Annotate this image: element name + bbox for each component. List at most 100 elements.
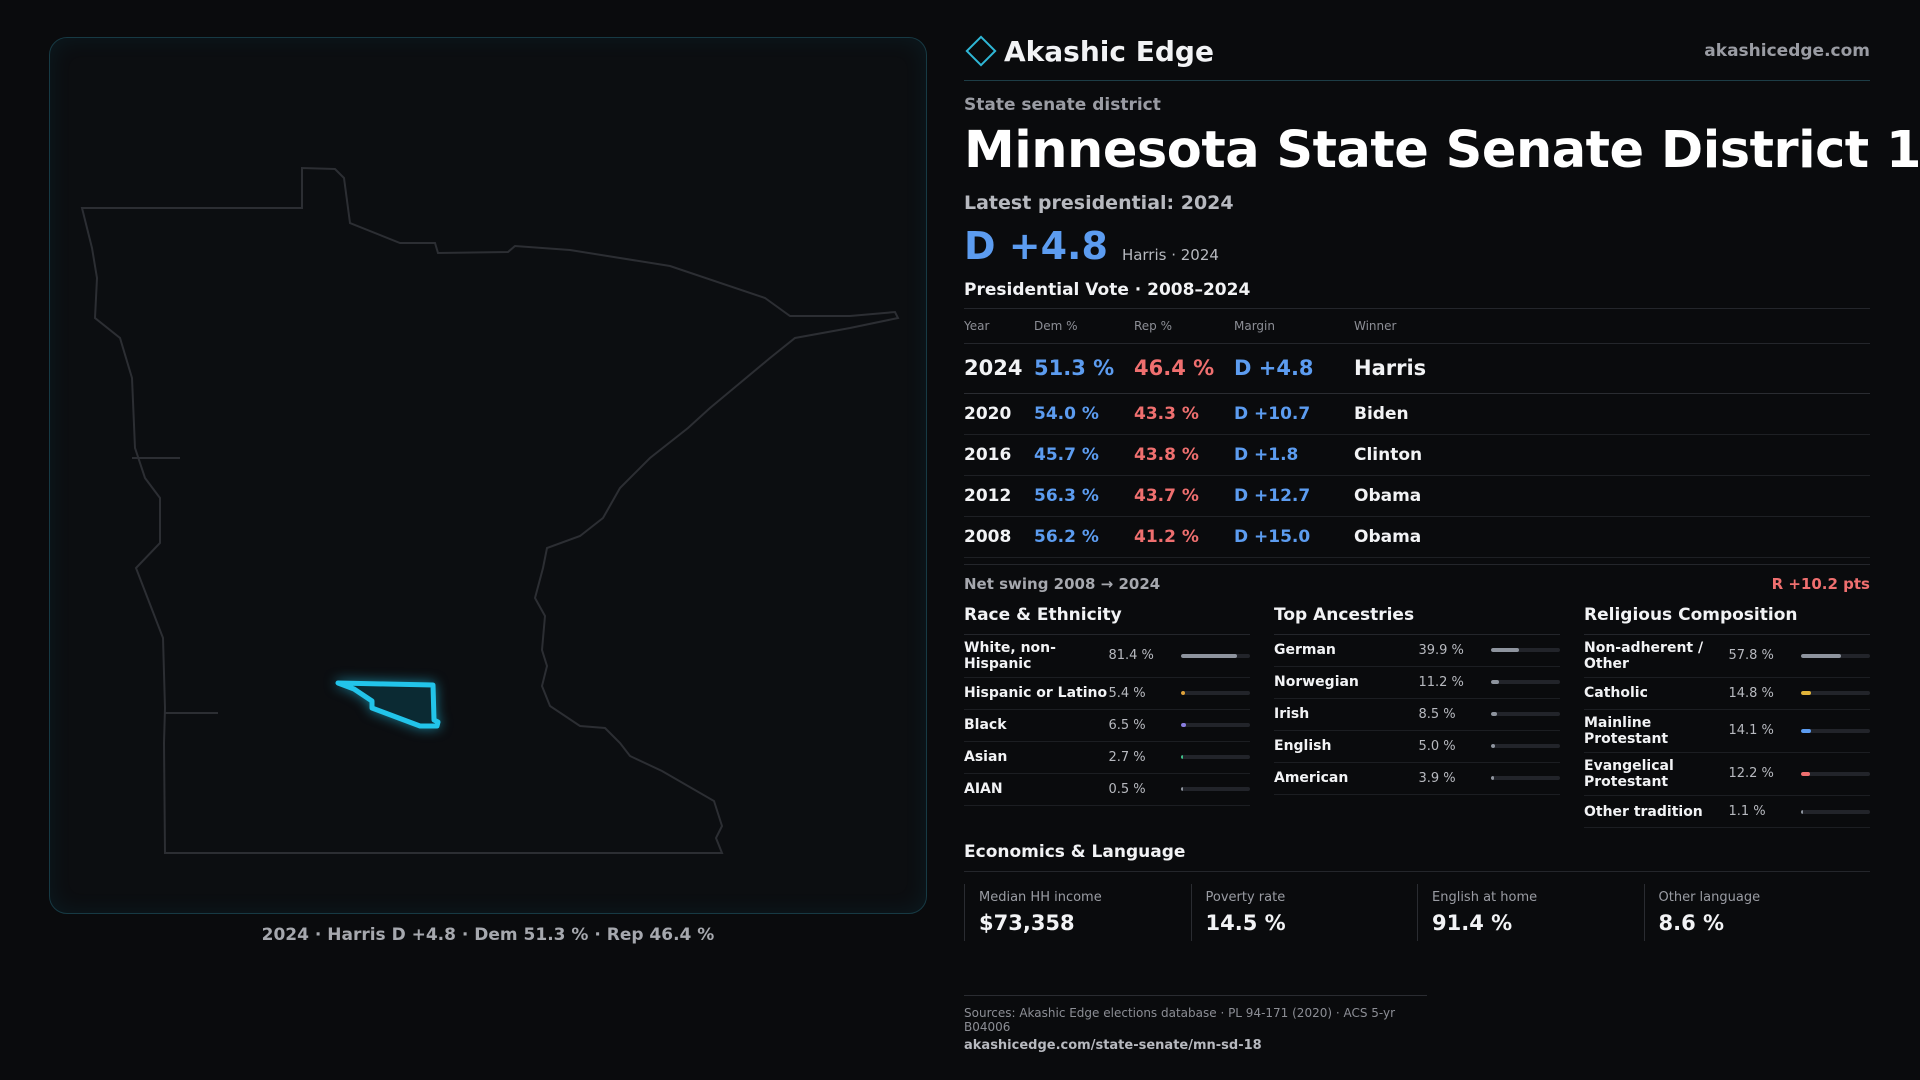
item-label: German (1274, 641, 1336, 658)
share-bar (1181, 755, 1250, 760)
share-bar-fill (1801, 728, 1811, 733)
row-dem: 45.7 % (1034, 434, 1134, 476)
item-label: White, non-Hispanic (964, 639, 1056, 672)
share-bar (1801, 771, 1870, 776)
list-item: Irish 8.5 % (1274, 699, 1560, 731)
item-value: 12.2 % (1728, 766, 1774, 782)
religion-title: Religious Composition (1584, 605, 1870, 635)
share-bar (1801, 809, 1870, 814)
row-margin: D +12.7 (1234, 475, 1354, 517)
share-bar (1181, 723, 1250, 728)
item-value: 39.9 % (1418, 642, 1464, 658)
net-swing-value: R +10.2 pts (1771, 574, 1870, 593)
item-label: Mainline Protestant (1584, 714, 1669, 747)
item-value: 81.4 % (1108, 648, 1154, 664)
share-bar (1181, 653, 1250, 658)
row-year: 2016 (964, 434, 1034, 476)
econ-value: 91.4 % (1432, 911, 1513, 936)
table-row: 2020 54.0 % 43.3 % D +10.7 Biden (964, 393, 1870, 435)
list-item: Norwegian 11.2 % (1274, 667, 1560, 699)
item-label: American (1274, 769, 1349, 786)
net-swing-label: Net swing 2008 → 2024 (964, 574, 1161, 593)
share-bar-fill (1801, 691, 1812, 696)
econ-value: 14.5 % (1205, 911, 1286, 936)
item-label: Norwegian (1274, 673, 1359, 690)
econ-label: Median HH income (979, 890, 1102, 906)
item-value: 5.4 % (1108, 685, 1146, 701)
economics-grid: Median HH income $73,358 Poverty rate 14… (964, 884, 1871, 942)
share-bar-fill (1181, 755, 1184, 760)
vote-table-title: Presidential Vote · 2008–2024 (964, 280, 1870, 309)
item-label: Non-adherent / Other (1584, 639, 1704, 672)
col-rep: Rep % (1134, 309, 1234, 344)
list-item: Black 6.5 % (964, 710, 1250, 742)
list-item: German 39.9 % (1274, 635, 1560, 667)
sources-text: Sources: Akashic Edge elections database… (964, 1006, 1396, 1034)
vote-table: Year Dem % Rep % Margin Winner 2024 51.3… (964, 309, 1870, 558)
brand-url-link[interactable]: akashicedge.com (1704, 41, 1870, 61)
econ-cell-income: Median HH income $73,358 (964, 884, 1191, 942)
list-item: Catholic 14.8 % (1584, 678, 1870, 710)
row-margin: D +15.0 (1234, 516, 1354, 558)
econ-cell-poverty: Poverty rate 14.5 % (1190, 884, 1418, 942)
share-bar-fill (1181, 691, 1185, 696)
item-value: 5.0 % (1418, 738, 1456, 754)
minnesota-outline (80, 166, 900, 854)
district-18-shape[interactable] (335, 680, 441, 729)
col-year: Year (964, 309, 1034, 344)
vote-table-header: Year Dem % Rep % Margin Winner (964, 309, 1870, 344)
share-bar-fill (1491, 648, 1519, 652)
list-item: Evangelical Protestant 12.2 % (1584, 753, 1870, 797)
share-bar (1801, 691, 1870, 696)
map-panel[interactable] (49, 37, 927, 914)
table-row: 2008 56.2 % 41.2 % D +15.0 Obama (964, 516, 1870, 558)
item-label: Catholic (1584, 685, 1648, 702)
row-rep: 43.8 % (1134, 434, 1234, 476)
share-bar (1491, 680, 1560, 684)
row-margin: D +4.8 (1234, 343, 1354, 394)
net-swing-row: Net swing 2008 → 2024 R +10.2 pts (964, 563, 1870, 593)
share-bar-fill (1181, 653, 1238, 658)
share-bar-fill (1181, 787, 1183, 792)
row-rep: 43.7 % (1134, 475, 1234, 517)
share-bar-fill (1181, 723, 1186, 728)
item-value: 14.1 % (1728, 723, 1774, 739)
table-row: 2016 45.7 % 43.8 % D +1.8 Clinton (964, 434, 1870, 476)
item-label: Asian (964, 749, 1008, 766)
row-year: 2024 (964, 343, 1034, 394)
share-bar-fill (1491, 712, 1498, 716)
permalink-link[interactable]: akashicedge.com/state-senate/mn-sd-18 (964, 1038, 1262, 1053)
list-item: Other tradition 1.1 % (1584, 796, 1870, 829)
item-value: 3.9 % (1418, 770, 1456, 786)
item-label: Hispanic or Latino (964, 685, 1108, 702)
demographics: Race & Ethnicity White, non-Hispanic 81.4… (964, 605, 1870, 829)
row-rep: 43.3 % (1134, 393, 1234, 435)
item-label: Other tradition (1584, 803, 1703, 820)
item-label: English (1274, 737, 1332, 754)
row-dem: 54.0 % (1034, 393, 1134, 435)
row-winner: Obama (1354, 475, 1870, 517)
row-year: 2020 (964, 393, 1034, 435)
econ-value: 8.6 % (1658, 911, 1725, 936)
headline-sub: Harris · 2024 (1121, 246, 1219, 264)
religion-section: Religious Composition Non-adherent / Oth… (1584, 605, 1870, 829)
row-dem: 51.3 % (1034, 343, 1134, 394)
item-value: 57.8 % (1728, 648, 1774, 664)
ancestry-title: Top Ancestries (1274, 605, 1560, 635)
share-bar (1491, 776, 1560, 780)
item-label: Evangelical Protestant (1584, 757, 1674, 790)
row-winner: Harris (1354, 343, 1870, 394)
economics-title: Economics & Language (964, 842, 1870, 873)
row-dem: 56.2 % (1034, 516, 1134, 558)
list-item: Non-adherent / Other 57.8 % (1584, 635, 1870, 678)
share-bar-fill (1801, 653, 1841, 658)
row-winner: Obama (1354, 516, 1870, 558)
headline-margin-block: D +4.8 Harris · 2024 (964, 224, 1870, 268)
row-winner: Clinton (1354, 434, 1870, 476)
econ-label: Poverty rate (1205, 890, 1286, 906)
share-bar-fill (1801, 771, 1810, 776)
econ-cell-other-language: Other language 8.6 % (1643, 884, 1871, 942)
list-item: White, non-Hispanic 81.4 % (964, 635, 1250, 678)
share-bar (1801, 653, 1870, 658)
col-winner: Winner (1354, 309, 1870, 344)
